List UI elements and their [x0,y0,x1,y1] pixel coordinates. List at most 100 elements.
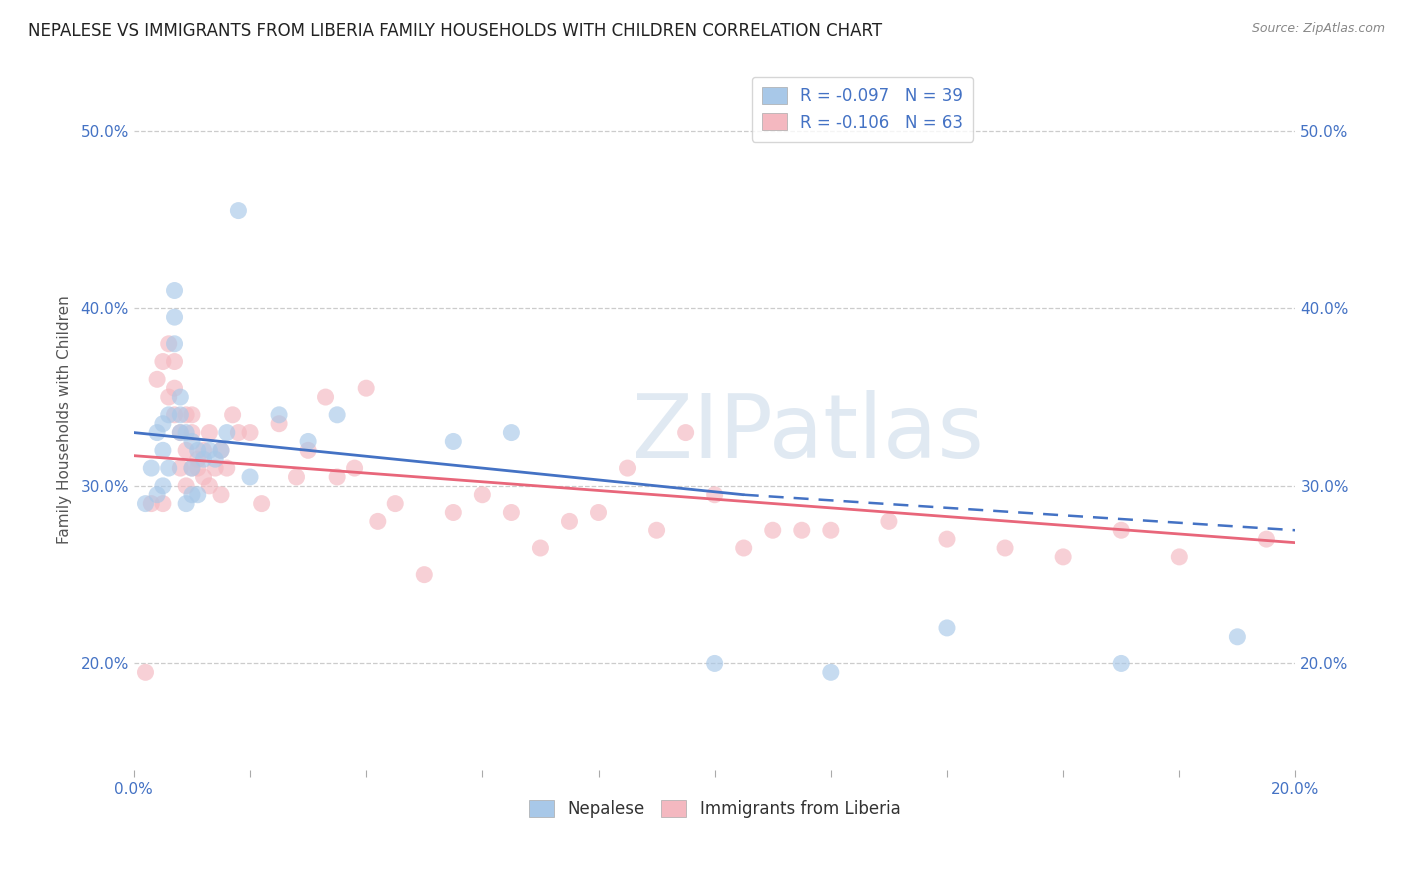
Text: Source: ZipAtlas.com: Source: ZipAtlas.com [1251,22,1385,36]
Point [174,425,197,440]
Point [181,408,204,422]
Point [1109,657,1132,671]
Point [501,506,523,520]
Point [152,417,174,431]
Point [187,452,209,467]
Point [152,354,174,368]
Point [163,354,186,368]
Point [163,284,186,298]
Point [558,514,581,528]
Point [501,425,523,440]
Text: ZIPatlas: ZIPatlas [631,390,984,477]
Point [1256,532,1278,546]
Point [1168,549,1191,564]
Point [174,497,197,511]
Text: NEPALESE VS IMMIGRANTS FROM LIBERIA FAMILY HOUSEHOLDS WITH CHILDREN CORRELATION : NEPALESE VS IMMIGRANTS FROM LIBERIA FAMI… [28,22,882,40]
Y-axis label: Family Households with Children: Family Households with Children [58,295,72,543]
Point [315,390,337,404]
Point [384,497,406,511]
Point [163,381,186,395]
Point [994,541,1017,555]
Point [169,408,191,422]
Point [141,461,163,475]
Point [146,372,169,386]
Point [297,443,319,458]
Point [326,408,349,422]
Point [820,665,842,680]
Point [209,488,232,502]
Legend: Nepalese, Immigrants from Liberia: Nepalese, Immigrants from Liberia [523,793,907,825]
Point [354,381,377,395]
Point [529,541,551,555]
Point [250,497,273,511]
Point [157,461,180,475]
Point [267,408,290,422]
Point [174,408,197,422]
Point [239,470,262,484]
Point [157,336,180,351]
Point [297,434,319,449]
Point [181,434,204,449]
Point [326,470,349,484]
Point [267,417,290,431]
Point [157,390,180,404]
Point [174,479,197,493]
Point [198,425,221,440]
Point [152,479,174,493]
Point [703,657,725,671]
Point [204,452,226,467]
Point [146,488,169,502]
Point [228,203,250,218]
Point [221,408,243,422]
Point [1226,630,1249,644]
Point [616,461,638,475]
Point [936,621,959,635]
Point [169,425,191,440]
Point [181,461,204,475]
Point [877,514,900,528]
Point [134,665,156,680]
Point [169,461,191,475]
Point [413,567,436,582]
Point [193,452,215,467]
Point [152,443,174,458]
Point [936,532,959,546]
Point [703,488,725,502]
Point [169,390,191,404]
Point [141,497,163,511]
Point [157,408,180,422]
Point [204,461,226,475]
Point [163,408,186,422]
Point [215,461,238,475]
Point [187,443,209,458]
Point [169,425,191,440]
Point [198,479,221,493]
Point [441,506,464,520]
Point [198,443,221,458]
Point [163,310,186,325]
Point [163,336,186,351]
Point [645,523,668,537]
Point [152,497,174,511]
Point [215,425,238,440]
Point [733,541,755,555]
Point [820,523,842,537]
Point [1109,523,1132,537]
Point [588,506,610,520]
Point [367,514,389,528]
Point [134,497,156,511]
Point [228,425,250,440]
Point [285,470,308,484]
Point [187,461,209,475]
Point [239,425,262,440]
Point [193,443,215,458]
Point [441,434,464,449]
Point [146,425,169,440]
Point [174,443,197,458]
Point [675,425,697,440]
Point [181,461,204,475]
Point [181,425,204,440]
Point [790,523,813,537]
Point [181,488,204,502]
Point [1052,549,1074,564]
